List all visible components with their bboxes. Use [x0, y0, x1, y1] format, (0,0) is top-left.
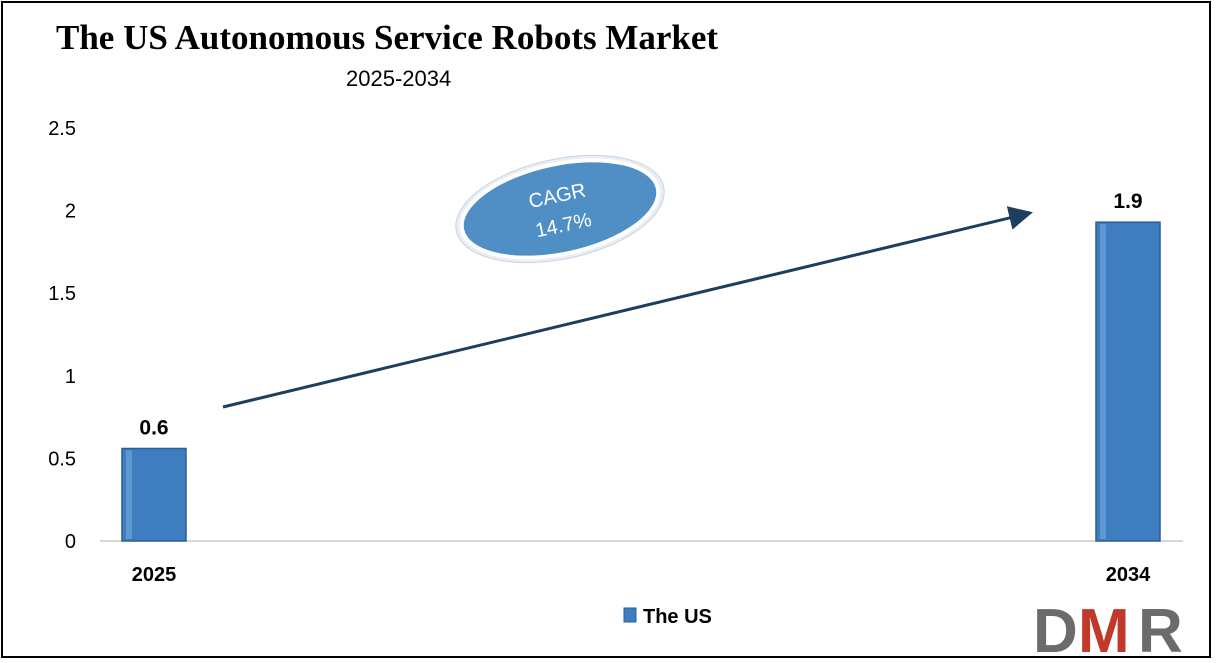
- legend: The US: [623, 606, 712, 628]
- logo-m: M: [1078, 597, 1130, 663]
- bar-2034: [1095, 221, 1161, 542]
- y-tick-label: 0: [65, 531, 76, 553]
- y-tick-label: 0.5: [48, 448, 76, 470]
- x-tick-label: 2034: [1106, 564, 1151, 586]
- dmr-logo: D M R: [1033, 597, 1183, 663]
- bar-highlight-2025: [126, 450, 132, 539]
- x-axis-ticks: 2025 2034: [132, 564, 1151, 586]
- x-tick-label: 2025: [132, 564, 177, 586]
- data-label-2034: 1.9: [1113, 190, 1142, 213]
- legend-swatch: [623, 607, 637, 623]
- bar-2025: [121, 447, 187, 542]
- bars: 0.6 1.9: [121, 190, 1161, 542]
- y-tick-label: 2: [65, 201, 76, 223]
- data-label-2025: 0.6: [139, 416, 168, 439]
- y-tick-label: 1: [65, 366, 76, 388]
- chart-title: The US Autonomous Service Robots Market: [56, 18, 719, 57]
- y-tick-label: 1.5: [48, 283, 76, 305]
- logo-d: D: [1033, 597, 1078, 663]
- cagr-bubble: CAGR 14.7%: [455, 154, 665, 264]
- y-tick-label: 2.5: [48, 118, 76, 140]
- logo-r: R: [1138, 597, 1183, 663]
- y-axis-ticks: 0 0.5 1 1.5 2 2.5: [48, 118, 76, 553]
- chart-subtitle: 2025-2034: [346, 66, 452, 91]
- bar-highlight-2034: [1100, 224, 1106, 539]
- legend-label: The US: [643, 606, 712, 628]
- trend-arrow: [222, 206, 1033, 409]
